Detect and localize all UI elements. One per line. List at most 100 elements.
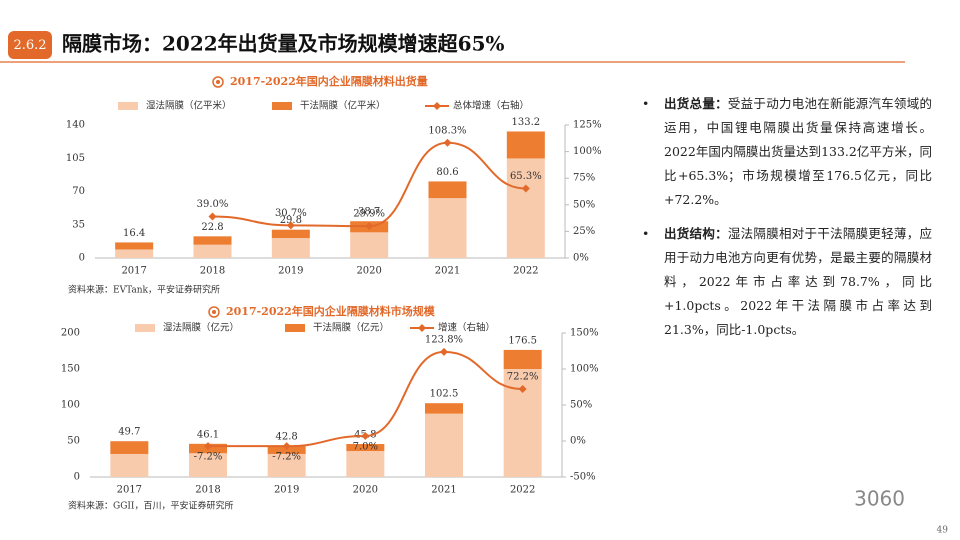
total-label: 176.5 [508, 335, 537, 346]
y-tick-label: 100 [61, 400, 80, 411]
growth-label: 39.0% [197, 199, 229, 210]
y2-tick-label: 150% [570, 328, 599, 339]
y2-tick-label: 125% [573, 120, 602, 131]
legend-label: 湿法隔膜（亿元） [163, 322, 239, 334]
bar-segment [425, 413, 463, 477]
growth-marker [208, 212, 217, 221]
growth-marker [282, 442, 291, 451]
bar-segment [346, 444, 385, 452]
bar-segment [428, 181, 467, 199]
bar-segment [271, 238, 310, 258]
x-tick-label: 2019 [274, 485, 299, 496]
x-tick-label: 2022 [513, 266, 538, 277]
growth-label: 72.2% [507, 372, 539, 383]
bullet-text: 湿法隔膜相对于干法隔膜更轻薄，应用于动力电池方向更有优势，是最主要的隔膜材料，2… [664, 226, 932, 337]
growth-label: -7.2% [272, 452, 301, 463]
section-number: 2.6.2 [13, 38, 46, 53]
legend-swatch [272, 102, 292, 110]
source-note: 资料来源：EVTank，平安证券研究所 [68, 284, 220, 296]
y2-tick-label: 100% [573, 146, 602, 157]
bullet-list: 出货总量：受益于动力电池在新能源汽车领域的运用，中国锂电隔膜出货量保持高速增长。… [640, 92, 932, 352]
bar-segment [346, 451, 385, 477]
y-tick-label: 200 [61, 328, 80, 339]
bar-segment [267, 453, 306, 477]
slide-title: 隔膜市场：2022年出货量及市场规模增速超65% [62, 32, 505, 56]
bar-segment [193, 236, 232, 245]
total-label: 133.2 [512, 117, 541, 128]
total-label: 42.8 [276, 432, 298, 443]
x-tick-label: 2020 [353, 485, 378, 496]
bar-segment [115, 249, 154, 258]
legend-label: 干法隔膜（亿元） [313, 322, 389, 334]
growth-line [212, 141, 526, 228]
bullet-heading: 出货总量： [664, 96, 728, 111]
y-tick-label: 0 [79, 253, 85, 264]
bar-segment [110, 441, 149, 454]
legend-swatch [433, 102, 441, 110]
y2-tick-label: 0% [573, 253, 589, 264]
chart-title: 2017-2022年国内企业隔膜材料出货量 [230, 74, 428, 88]
y-tick-label: 105 [66, 153, 85, 164]
bullet-heading: 出货结构： [664, 226, 728, 241]
x-tick-label: 2021 [435, 266, 460, 277]
growth-marker [365, 222, 374, 231]
legend-label: 湿法隔膜（亿平米） [146, 100, 232, 112]
title-icon [212, 76, 224, 88]
x-tick-label: 2017 [117, 485, 142, 496]
x-tick-label: 2022 [510, 485, 535, 496]
section-badge [8, 31, 52, 59]
y2-tick-label: -50% [570, 472, 596, 483]
growth-label: 108.3% [428, 125, 466, 136]
bar-segment [271, 229, 310, 239]
title-icon [216, 80, 220, 84]
total-label: 38.7 [358, 207, 380, 218]
y-tick-label: 70 [72, 186, 85, 197]
legend-label: 总体增速（右轴） [453, 100, 529, 112]
bar-segment [189, 453, 227, 477]
growth-marker [443, 138, 452, 147]
growth-line [208, 350, 523, 448]
legend-swatch [418, 324, 426, 332]
growth-label: -7.2% [194, 452, 223, 463]
x-tick-label: 2019 [278, 266, 303, 277]
y2-tick-label: 75% [573, 173, 595, 184]
y-tick-label: 35 [72, 219, 85, 230]
title-icon [212, 310, 216, 314]
growth-marker [518, 385, 527, 394]
total-label: 16.4 [123, 228, 145, 239]
x-tick-label: 2018 [200, 266, 225, 277]
x-tick-label: 2021 [431, 485, 456, 496]
total-label: 22.8 [201, 222, 223, 233]
legend-swatch [135, 324, 155, 332]
growth-label: 7.0% [353, 441, 378, 452]
growth-label: 30.7% [275, 208, 307, 219]
growth-label: 123.8% [425, 334, 463, 345]
growth-marker [286, 221, 295, 230]
total-label: 29.8 [280, 215, 302, 226]
y2-tick-label: 100% [570, 364, 599, 375]
y2-tick-label: 0% [570, 436, 586, 447]
y2-tick-label: 25% [573, 226, 595, 237]
title-icon [208, 306, 220, 318]
legend-swatch [118, 102, 138, 110]
y-tick-label: 150 [61, 364, 80, 375]
total-label: 46.1 [197, 429, 219, 440]
y-tick-label: 0 [74, 472, 80, 483]
y-tick-label: 140 [66, 120, 85, 131]
y-tick-label: 50 [67, 436, 80, 447]
bar-segment [110, 453, 149, 477]
bullet-text: 受益于动力电池在新能源汽车领域的运用，中国锂电隔膜出货量保持高速增长。2022年… [664, 96, 932, 207]
bullet: 出货总量：受益于动力电池在新能源汽车领域的运用，中国锂电隔膜出货量保持高速增长。… [640, 92, 932, 212]
x-tick-label: 2020 [356, 266, 381, 277]
bar-segment [428, 198, 467, 258]
growth-marker [361, 431, 370, 440]
legend-label: 干法隔膜（亿平米） [300, 100, 386, 112]
bar-segment [193, 244, 232, 258]
growth-marker [204, 442, 212, 451]
watermark: 3060 [854, 487, 905, 511]
total-label: 102.5 [430, 389, 459, 400]
bar-segment [506, 131, 545, 159]
legend-label: 增速（右轴） [438, 322, 495, 334]
